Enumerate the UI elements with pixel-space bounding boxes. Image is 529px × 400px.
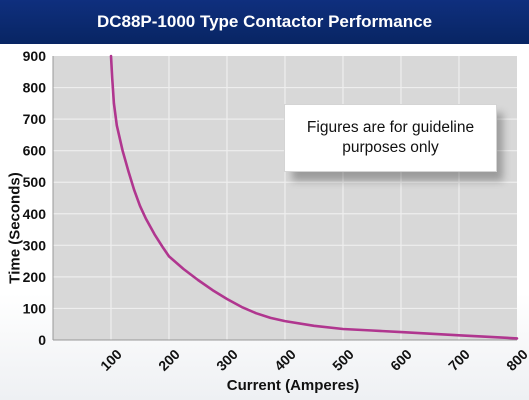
x-tick-label: 700 xyxy=(445,346,473,374)
y-tick-label: 500 xyxy=(23,174,47,190)
y-tick-label: 300 xyxy=(23,237,47,253)
y-tick-label: 800 xyxy=(23,80,47,96)
y-tick-label: 0 xyxy=(38,332,46,348)
y-tick-label: 900 xyxy=(23,48,47,64)
x-tick-label: 200 xyxy=(155,346,183,374)
y-tick-label: 100 xyxy=(23,300,47,316)
y-tick-label: 600 xyxy=(23,143,47,159)
title-banner xyxy=(0,0,529,44)
x-tick-label: 100 xyxy=(97,346,125,374)
x-axis-title: Current (Amperes) xyxy=(227,377,360,394)
performance-curve xyxy=(109,54,519,340)
x-tick-label: 600 xyxy=(387,346,415,374)
y-axis-title: Time (Seconds) xyxy=(7,172,24,283)
x-tick-label: 500 xyxy=(329,346,357,374)
note-box: Figures are for guideline purposes only xyxy=(284,104,497,172)
x-tick-label: 300 xyxy=(213,346,241,374)
x-tick-label: 800 xyxy=(503,346,529,374)
y-tick-label: 700 xyxy=(23,111,47,127)
note-text: Figures are for guideline purposes only xyxy=(306,119,475,156)
chart-title: DC88P-1000 Type Contactor Performance xyxy=(96,12,433,31)
x-tick-label: 400 xyxy=(271,346,299,374)
y-tick-label: 200 xyxy=(23,269,47,285)
y-tick-label: 400 xyxy=(23,206,47,222)
